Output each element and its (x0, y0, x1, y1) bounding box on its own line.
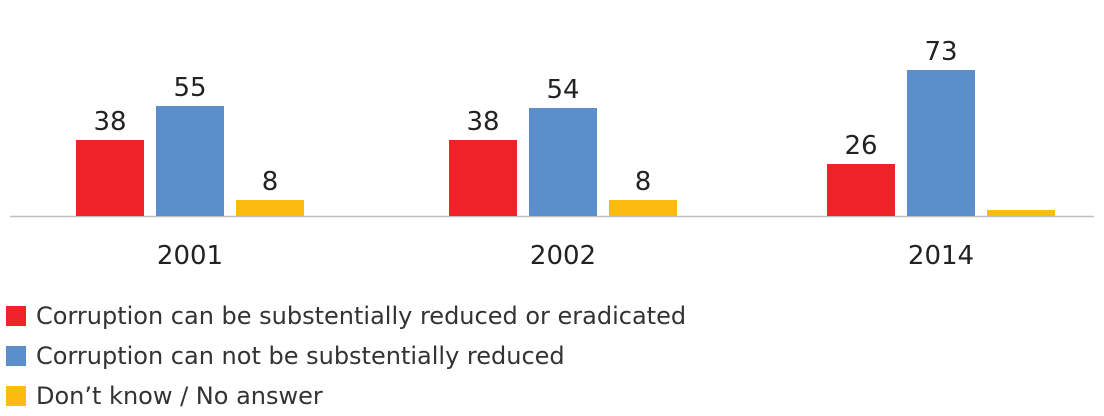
legend-label-dont-know: Don’t know / No answer (36, 382, 323, 410)
data-label-not-reduced-2002: 54 (546, 75, 579, 105)
bar-reduced-2001 (76, 140, 144, 216)
bar-dont-know-2001 (236, 200, 304, 216)
bar-dont-know-2014 (987, 210, 1055, 216)
data-label-reduced-2001: 38 (93, 107, 126, 137)
legend-swatch-not-reduced (6, 346, 26, 366)
data-label-dont-know-2001: 8 (262, 167, 279, 197)
legend-item-dont-know: Don’t know / No answer (6, 376, 686, 416)
category-label-2001: 2001 (157, 241, 223, 271)
legend-item-reduced: Corruption can be substentially reduced … (6, 296, 686, 336)
chart-legend: Corruption can be substentially reduced … (6, 296, 686, 416)
bar-chart: 38 55 8 2001 38 54 8 2002 26 73 2014 (10, 37, 1094, 271)
bar-not-reduced-2001 (156, 106, 224, 216)
legend-swatch-reduced (6, 306, 26, 326)
bar-not-reduced-2002 (529, 108, 597, 216)
data-label-reduced-2014: 26 (844, 131, 877, 161)
category-label-2002: 2002 (530, 241, 596, 271)
bar-not-reduced-2014 (907, 70, 975, 216)
data-label-not-reduced-2014: 73 (924, 37, 957, 67)
legend-label-not-reduced: Corruption can not be substentially redu… (36, 342, 565, 370)
legend-item-not-reduced: Corruption can not be substentially redu… (6, 336, 686, 376)
data-label-dont-know-2002: 8 (635, 167, 652, 197)
data-label-not-reduced-2001: 55 (173, 73, 206, 103)
bar-reduced-2002 (449, 140, 517, 216)
category-label-2014: 2014 (908, 241, 974, 271)
data-label-reduced-2002: 38 (466, 107, 499, 137)
legend-label-reduced: Corruption can be substentially reduced … (36, 302, 687, 330)
bar-reduced-2014 (827, 164, 895, 216)
bar-dont-know-2002 (609, 200, 677, 216)
legend-swatch-dont-know (6, 386, 26, 406)
